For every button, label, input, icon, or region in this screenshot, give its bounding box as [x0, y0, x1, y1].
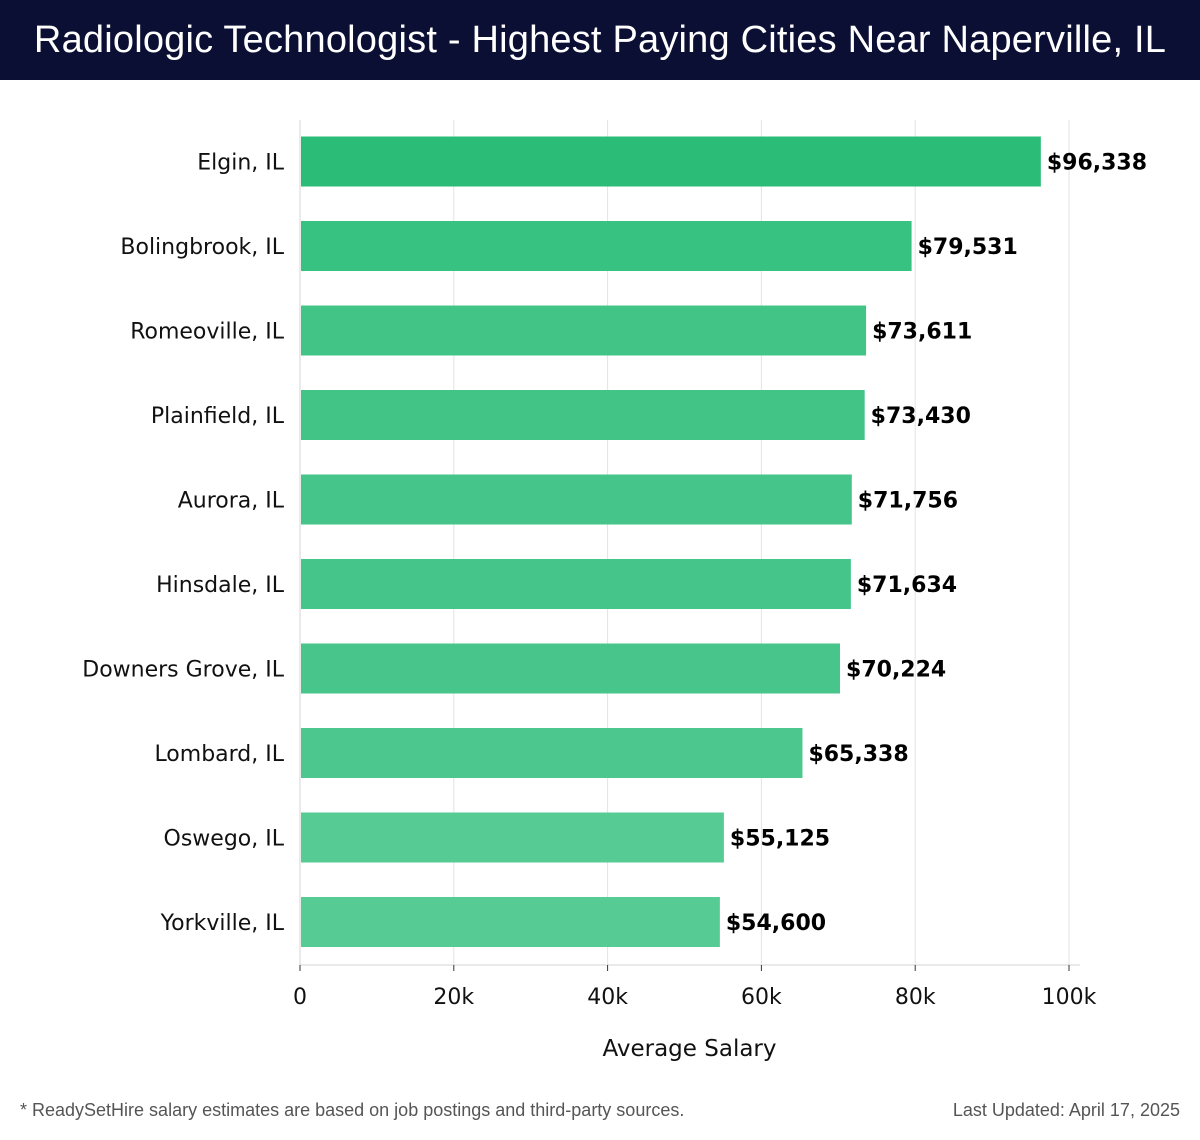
value-label: $54,600 — [726, 911, 826, 936]
value-label: $96,338 — [1047, 151, 1147, 176]
last-updated: Last Updated: April 17, 2025 — [952, 1100, 1180, 1120]
bar — [301, 812, 724, 863]
x-tick-label: 40k — [587, 985, 628, 1010]
bar — [301, 390, 865, 440]
value-label: $70,224 — [846, 658, 946, 683]
category-label: Oswego, IL — [164, 827, 285, 852]
x-tick-label: 20k — [433, 985, 474, 1010]
x-axis-title: Average Salary — [602, 1036, 776, 1062]
bar — [301, 559, 851, 609]
bar — [301, 221, 912, 271]
category-label: Plainfield, IL — [151, 404, 285, 429]
category-label: Elgin, IL — [197, 151, 285, 176]
bar — [301, 136, 1041, 187]
bar — [301, 643, 841, 694]
bar — [301, 474, 852, 525]
footnote: * ReadySetHire salary estimates are base… — [20, 1100, 685, 1120]
value-label: $73,611 — [872, 320, 972, 345]
bar — [301, 728, 803, 778]
chart-title: Radiologic Technologist - Highest Paying… — [33, 18, 1167, 61]
x-tick-label: 80k — [895, 985, 936, 1010]
category-label: Lombard, IL — [154, 742, 284, 767]
value-label: $73,430 — [871, 404, 971, 429]
category-label: Bolingbrook, IL — [120, 235, 284, 260]
x-tick-label: 60k — [741, 985, 782, 1010]
value-label: $71,634 — [857, 573, 957, 598]
x-tick-label: 100k — [1042, 985, 1097, 1010]
category-label: Hinsdale, IL — [156, 573, 285, 598]
category-label: Romeoville, IL — [130, 320, 285, 345]
x-tick-label: 0 — [293, 985, 307, 1010]
chart-header: Radiologic Technologist - Highest Paying… — [0, 0, 1200, 80]
value-label: $71,756 — [858, 489, 958, 514]
category-label: Yorkville, IL — [160, 911, 285, 936]
value-label: $79,531 — [918, 235, 1018, 260]
bar — [301, 897, 720, 947]
bar — [301, 305, 867, 356]
value-label: $65,338 — [808, 742, 908, 767]
category-label: Aurora, IL — [178, 489, 285, 514]
value-label: $55,125 — [730, 827, 830, 852]
category-label: Downers Grove, IL — [82, 658, 284, 683]
